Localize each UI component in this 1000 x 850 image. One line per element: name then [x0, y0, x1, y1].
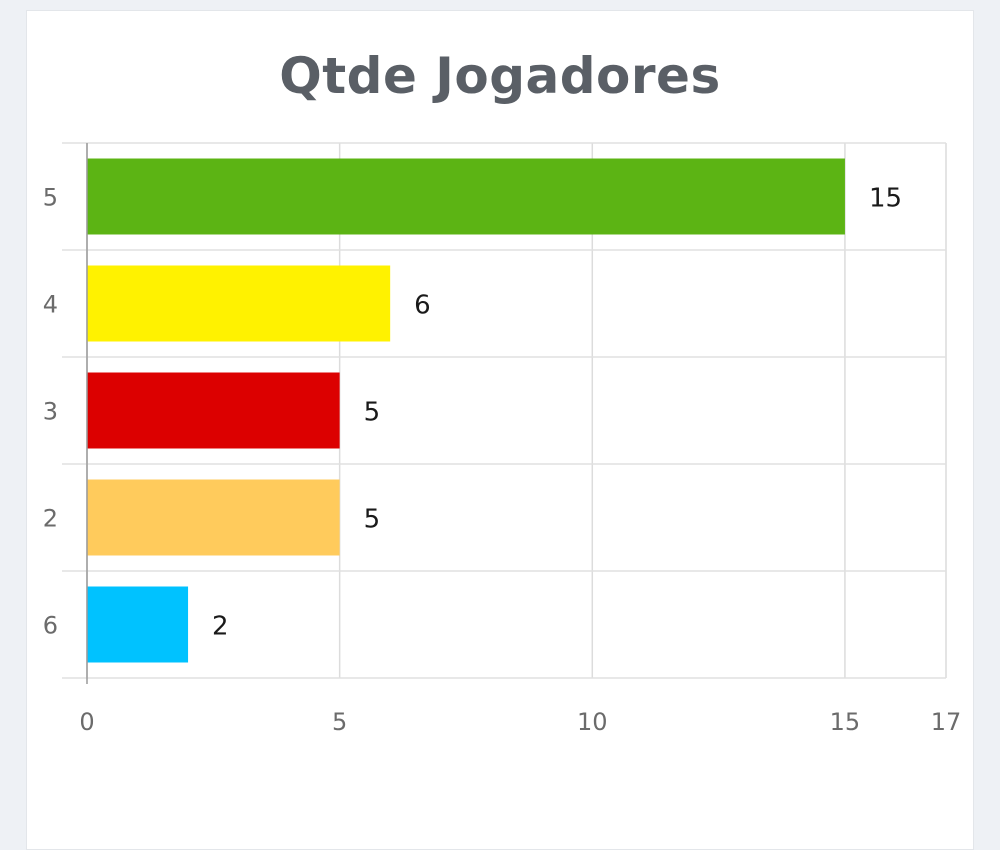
- chart-title: Qtde Jogadores: [279, 47, 721, 105]
- category-label: 6: [43, 612, 58, 640]
- bars: 15 6 5 5 2: [87, 158, 902, 663]
- bar: [87, 265, 391, 342]
- bar: [87, 372, 340, 449]
- x-tick-label: 15: [830, 708, 861, 736]
- bar: [87, 158, 845, 235]
- axes: 5 4 3 2 6 0 5 10 15 17: [43, 143, 962, 736]
- data-label: 5: [364, 398, 381, 428]
- data-label: 2: [212, 612, 229, 642]
- grid-lines: [62, 142, 947, 679]
- bar: [87, 586, 189, 663]
- x-tick-label: 17: [931, 708, 962, 736]
- category-label: 4: [43, 291, 58, 319]
- x-tick-label: 0: [79, 708, 94, 736]
- data-label: 15: [869, 184, 902, 214]
- x-tick-label: 5: [332, 708, 347, 736]
- bar: [87, 479, 340, 556]
- category-label: 3: [43, 398, 58, 426]
- data-label: 6: [414, 291, 431, 321]
- data-label: 5: [364, 505, 381, 535]
- x-tick-label: 10: [577, 708, 608, 736]
- category-label: 2: [43, 505, 58, 533]
- category-label: 5: [43, 184, 58, 212]
